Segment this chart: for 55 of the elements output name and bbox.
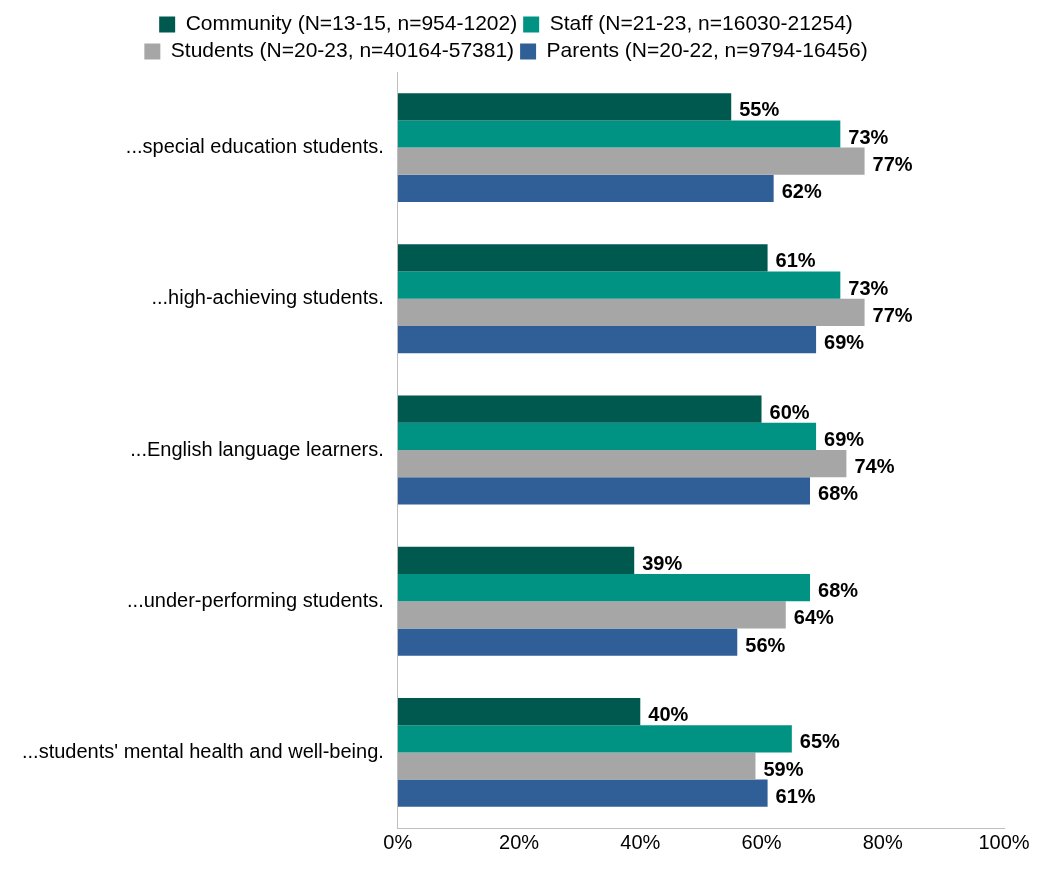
bar: [397, 93, 732, 121]
data-label: 65%: [799, 730, 841, 753]
bar: [397, 628, 738, 656]
y-tick-label: ...English language learners.: [130, 437, 384, 460]
data-label: 73%: [848, 125, 889, 148]
x-tick-label: 40%: [620, 830, 661, 853]
bar: [397, 395, 762, 423]
data-label: 56%: [745, 633, 786, 656]
data-label: 73%: [848, 276, 889, 299]
data-label: 39%: [642, 551, 683, 574]
x-tick-label: 0%: [383, 830, 413, 853]
data-label: 69%: [824, 427, 865, 450]
bar: [397, 725, 792, 753]
data-label: 74%: [854, 455, 895, 478]
x-tick-label: 100%: [978, 830, 1030, 853]
x-tick-label: 20%: [499, 830, 540, 853]
bar: [397, 422, 817, 450]
data-label: 69%: [824, 331, 865, 354]
data-label: 61%: [775, 249, 816, 272]
y-tick-label: ...students' mental health and well-being.: [21, 739, 384, 762]
data-label: 64%: [793, 606, 835, 629]
bar: [397, 779, 768, 807]
bar: [397, 752, 756, 780]
data-label: 68%: [818, 579, 859, 602]
bar: [397, 477, 811, 505]
x-tick-label: 80%: [862, 830, 903, 853]
data-label: 61%: [775, 784, 816, 807]
data-label: 77%: [872, 303, 913, 326]
bar: [397, 298, 865, 327]
y-tick-label: ...special education students.: [125, 135, 384, 158]
bar: [397, 120, 841, 148]
legend-label: Parents (N=20-22, n=9794-16456): [546, 38, 868, 62]
x-tick-label: 60%: [741, 830, 782, 853]
data-label: 77%: [872, 152, 913, 175]
y-tick-label: ...high-achieving students.: [151, 286, 384, 309]
bar: [397, 244, 768, 272]
bar: [397, 697, 641, 726]
legend-label: Community (N=13-15, n=954-1202): [185, 11, 518, 35]
legend-label: Students (N=20-23, n=40164-57381): [170, 38, 515, 62]
y-tick-label: ...under-performing students.: [127, 588, 384, 611]
bar: [397, 147, 865, 175]
data-label: 60%: [769, 400, 810, 423]
data-label: 62%: [781, 179, 822, 202]
bar: [397, 601, 786, 629]
legend-label: Staff (N=21-23, n=16030-21254): [549, 11, 853, 35]
data-label: 59%: [763, 757, 804, 780]
data-label: 68%: [818, 482, 859, 505]
bar: [397, 271, 841, 299]
data-label: 40%: [648, 703, 689, 726]
bar: [397, 573, 811, 602]
bar: [397, 546, 635, 574]
bar: [397, 326, 817, 354]
bar: [397, 450, 847, 478]
bar: [397, 174, 774, 203]
data-label: 55%: [739, 98, 780, 121]
